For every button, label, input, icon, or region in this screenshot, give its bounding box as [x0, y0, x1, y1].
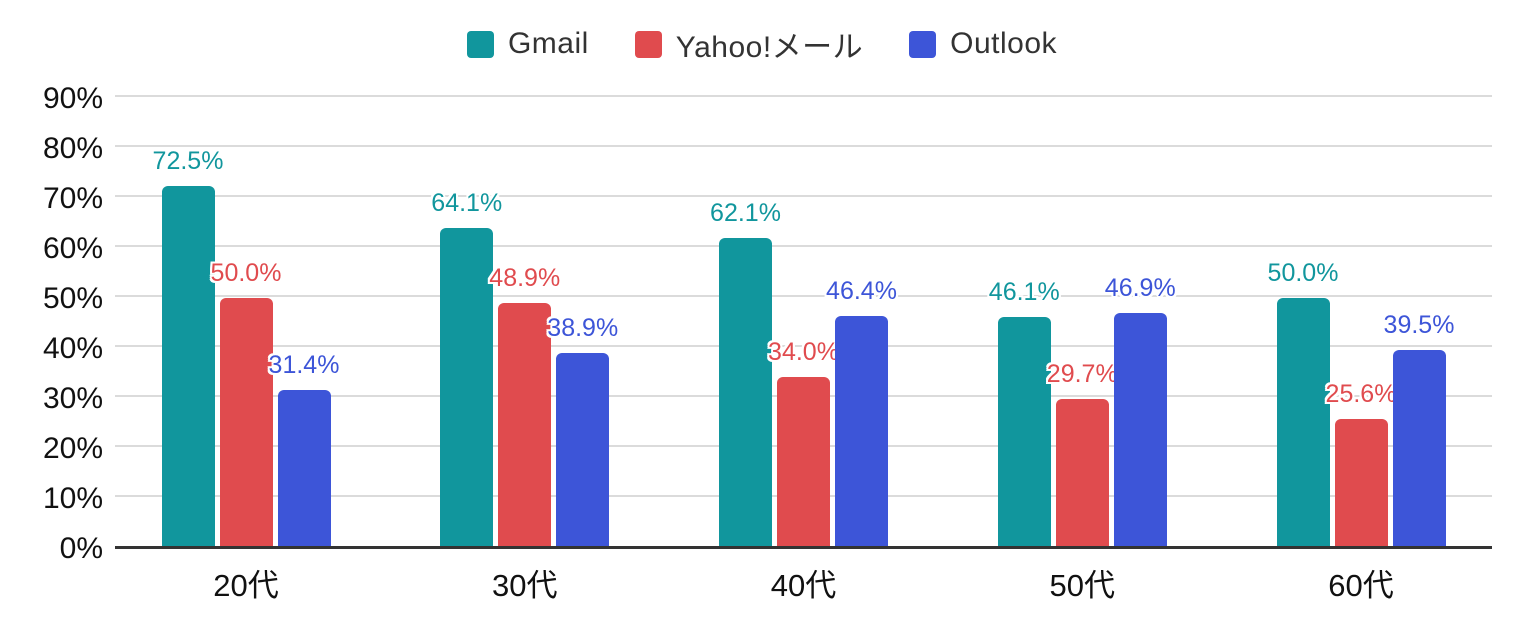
- x-label-20代: 20代: [213, 568, 279, 603]
- legend-item-2: Outlook: [909, 27, 1057, 61]
- chart-legend: Gmail Yahoo!メール Outlook: [0, 22, 1524, 66]
- bar-value-label: 46.1%: [988, 278, 1060, 307]
- bar-Yahoo!メール-30代: [498, 303, 552, 546]
- bar-Yahoo!メール-60代: [1334, 418, 1388, 546]
- bar-value-label: 50.0%: [210, 258, 282, 287]
- bar-value-label: 38.9%: [547, 313, 619, 342]
- y-tick-label: 50%: [42, 282, 103, 315]
- bar-slot: 50.0%: [211, 99, 281, 546]
- y-tick-label: 70%: [42, 182, 103, 215]
- bar-value-label: 48.9%: [489, 264, 561, 293]
- bar-slot: 72.5%: [153, 99, 223, 546]
- bar-value-label: 29.7%: [1046, 359, 1118, 388]
- bar-value-label: 46.9%: [1104, 274, 1176, 303]
- bar-value-label: 39.5%: [1383, 310, 1455, 339]
- bar-Gmail-40代: [719, 237, 772, 546]
- gridline-90: [115, 95, 1492, 97]
- y-tick-label: 40%: [42, 332, 103, 365]
- x-label-30代: 30代: [492, 568, 558, 603]
- y-tick-label: 0%: [59, 532, 103, 565]
- gridline-70: [115, 195, 1492, 197]
- bar-slot: 48.9%: [489, 99, 560, 546]
- gridline-80: [115, 145, 1492, 147]
- x-label-40代: 40代: [770, 568, 837, 603]
- bar-Yahoo!メール-50代: [1055, 398, 1109, 546]
- bar-value-label: 64.1%: [431, 188, 503, 217]
- bar-slot: 25.6%: [1326, 99, 1396, 546]
- bar-Outlook-40代: [835, 315, 888, 546]
- bar-slot: 64.1%: [431, 99, 502, 546]
- y-tick-label: 30%: [42, 382, 103, 415]
- bar-slot: 46.1%: [989, 99, 1060, 546]
- bar-Gmail-20代: [161, 185, 215, 546]
- bar-Yahoo!メール-20代: [219, 297, 273, 546]
- x-label-50代: 50代: [1049, 568, 1115, 603]
- bar-slot: 38.9%: [547, 99, 618, 546]
- y-tick-label: 20%: [42, 432, 103, 465]
- x-label-60代: 60代: [1328, 568, 1394, 603]
- bar-slot: 50.0%: [1268, 99, 1338, 546]
- bar-slot: 46.9%: [1105, 99, 1176, 546]
- legend-item-0: Gmail: [466, 27, 589, 61]
- bar-groups: 72.5% 50.0% 31.4% 64.1% 48.9% 38.9% 62.1% 34.0%…: [115, 99, 1492, 546]
- bar-slot: 31.4%: [269, 99, 339, 546]
- bar-value-label: 46.4%: [826, 276, 897, 305]
- gridline-40: [115, 345, 1492, 347]
- bar-Gmail-50代: [997, 317, 1051, 546]
- bar-group-30代: 64.1% 48.9% 38.9%: [431, 99, 618, 546]
- bar-slot: 46.4%: [826, 99, 897, 546]
- bar-Gmail-60代: [1276, 297, 1330, 546]
- legend-label: Yahoo!メール: [675, 31, 864, 64]
- bar-value-label: 50.0%: [1267, 258, 1339, 287]
- bar-Outlook-20代: [277, 390, 331, 546]
- bar-group-60代: 50.0% 25.6% 39.5%: [1268, 99, 1454, 546]
- plot-area: 72.5% 50.0% 31.4% 64.1% 48.9% 38.9% 62.1% 34.0%…: [115, 95, 1492, 549]
- legend-label: Gmail: [507, 27, 589, 60]
- bar-Yahoo!メール-40代: [777, 377, 830, 546]
- legend-item-1: Yahoo!メール: [634, 22, 864, 66]
- y-tick-label: 60%: [42, 232, 103, 265]
- bar-value-label: 62.1%: [710, 198, 781, 227]
- legend-label: Outlook: [950, 27, 1058, 60]
- bar-value-label: 31.4%: [268, 351, 340, 380]
- y-axis: 0% 10% 20% 30% 40% 50% 60% 70% 80% 90%: [0, 82, 103, 565]
- legend-swatch-icon: [466, 30, 494, 58]
- bar-Outlook-60代: [1392, 349, 1446, 546]
- bar-slot: 29.7%: [1047, 99, 1118, 546]
- bar-group-40代: 62.1% 34.0% 46.4%: [710, 99, 897, 546]
- bar-Outlook-30代: [556, 352, 610, 546]
- legend-swatch-icon: [909, 30, 937, 58]
- legend-swatch-icon: [634, 30, 662, 58]
- y-tick-label: 10%: [42, 482, 103, 515]
- gridline-50: [115, 295, 1492, 297]
- y-tick-label: 80%: [42, 132, 103, 165]
- bar-value-label: 72.5%: [152, 146, 224, 175]
- bar-slot: 62.1%: [710, 99, 781, 546]
- gridline-60: [115, 245, 1492, 247]
- bar-Outlook-50代: [1113, 313, 1167, 546]
- bar-group-20代: 72.5% 50.0% 31.4%: [153, 99, 339, 546]
- bar-Gmail-30代: [440, 227, 494, 546]
- bar-slot: 39.5%: [1384, 99, 1454, 546]
- bar-group-50代: 46.1% 29.7% 46.9%: [989, 99, 1176, 546]
- bar-value-label: 25.6%: [1325, 379, 1397, 408]
- x-axis: 20代 30代 40代 50代 60代: [115, 560, 1492, 605]
- y-tick-label: 90%: [42, 82, 103, 115]
- bar-value-label: 34.0%: [768, 338, 839, 367]
- bar-slot: 34.0%: [768, 99, 839, 546]
